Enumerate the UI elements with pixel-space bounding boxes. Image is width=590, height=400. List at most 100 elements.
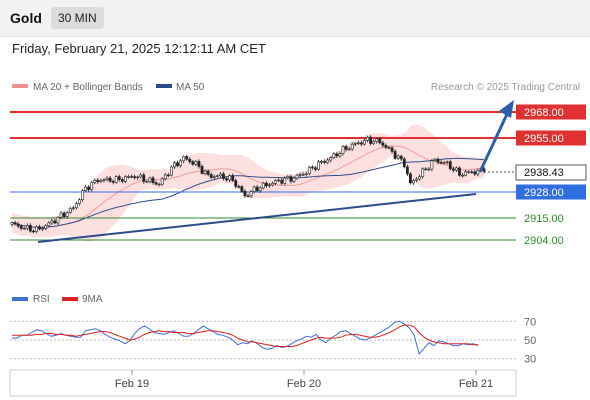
candle xyxy=(84,184,87,192)
candle xyxy=(283,176,287,186)
candle xyxy=(16,221,20,229)
legend-swatch-ma20 xyxy=(12,84,28,88)
candle xyxy=(102,178,106,183)
candle xyxy=(378,137,382,145)
candle xyxy=(381,140,385,148)
candle xyxy=(445,160,449,165)
candle xyxy=(338,151,342,158)
candle xyxy=(182,155,186,163)
candle xyxy=(350,142,354,152)
candle xyxy=(329,156,333,163)
legend-swatch-ma50 xyxy=(156,84,172,88)
candle xyxy=(50,218,54,226)
candle xyxy=(65,210,69,219)
candle xyxy=(467,170,471,174)
candle xyxy=(231,173,235,182)
candle xyxy=(286,175,290,180)
price-panel: MA 20 + Bollinger Bands MA 50 Research ©… xyxy=(10,82,587,247)
rsi-tick-70: 70 xyxy=(524,316,536,328)
candle xyxy=(314,165,317,172)
level-label-2915.00: 2915.00 xyxy=(524,213,564,225)
candle xyxy=(142,172,146,184)
legend-swatch-9ma xyxy=(62,297,78,301)
candle xyxy=(111,179,115,185)
candle xyxy=(439,160,443,165)
candle xyxy=(139,173,143,179)
candle xyxy=(209,172,213,180)
candle xyxy=(464,169,468,177)
candle xyxy=(197,159,201,169)
projection-arrow-shaft xyxy=(478,111,510,173)
level-box-2968.00 xyxy=(516,104,586,120)
candle xyxy=(169,165,173,177)
candle xyxy=(179,158,182,168)
candle xyxy=(136,175,140,180)
candle xyxy=(347,146,351,151)
candle xyxy=(274,179,277,186)
candle xyxy=(93,178,97,185)
candle xyxy=(108,175,112,183)
candle xyxy=(393,149,397,160)
level-box-2955.00 xyxy=(516,130,586,146)
candle xyxy=(252,185,256,194)
timeframe-button[interactable]: 30 MIN xyxy=(51,7,104,29)
candle xyxy=(344,144,348,152)
candle xyxy=(353,142,357,147)
candle xyxy=(28,223,32,233)
candle xyxy=(215,174,219,178)
rsi-gridlines: 70 50 30 xyxy=(10,316,536,366)
current-price-label: 2938.43 xyxy=(524,167,564,179)
candle xyxy=(13,220,17,226)
candle xyxy=(212,174,216,180)
projection-arrow-head xyxy=(499,100,514,118)
rsi-panel: RSI 9MA 70 50 30 xyxy=(10,294,536,366)
candle xyxy=(78,198,81,206)
rsi-tick-30: 30 xyxy=(524,354,536,366)
candle xyxy=(157,182,161,187)
candle xyxy=(412,178,415,185)
candle xyxy=(59,211,63,220)
candle xyxy=(402,157,406,169)
candle xyxy=(390,145,394,154)
candle xyxy=(332,152,336,159)
legend-label-rsi: RSI xyxy=(33,294,50,305)
candle xyxy=(90,181,94,192)
candle xyxy=(415,176,418,183)
candle xyxy=(154,180,158,186)
candle xyxy=(163,172,167,181)
candle xyxy=(228,174,232,183)
candle xyxy=(44,224,48,231)
legend-label-9ma: 9MA xyxy=(82,294,103,305)
rsi-lines xyxy=(12,320,479,356)
candle xyxy=(114,175,118,184)
candle xyxy=(372,139,376,146)
legend-label-ma20: MA 20 + Bollinger Bands xyxy=(33,82,143,93)
candle xyxy=(295,173,299,181)
source-label: Research © 2025 Trading Central xyxy=(431,82,580,93)
candle xyxy=(384,143,388,150)
candle xyxy=(363,138,366,146)
candle xyxy=(35,225,38,234)
candle xyxy=(448,159,452,171)
candle xyxy=(424,167,428,171)
candle xyxy=(264,181,268,188)
candle xyxy=(405,164,409,177)
candle xyxy=(234,178,238,189)
candle xyxy=(105,176,109,182)
candle xyxy=(292,175,296,183)
candle xyxy=(71,205,75,211)
candle xyxy=(356,140,360,145)
candle xyxy=(375,137,379,144)
candle xyxy=(341,145,345,156)
candle xyxy=(280,178,284,186)
candle xyxy=(219,172,222,178)
candle xyxy=(271,181,274,187)
candle xyxy=(194,159,198,167)
candle xyxy=(32,229,35,234)
candle xyxy=(255,184,259,193)
candle xyxy=(151,175,155,185)
candle xyxy=(433,157,437,163)
candle xyxy=(473,169,477,176)
candle xyxy=(124,175,127,183)
